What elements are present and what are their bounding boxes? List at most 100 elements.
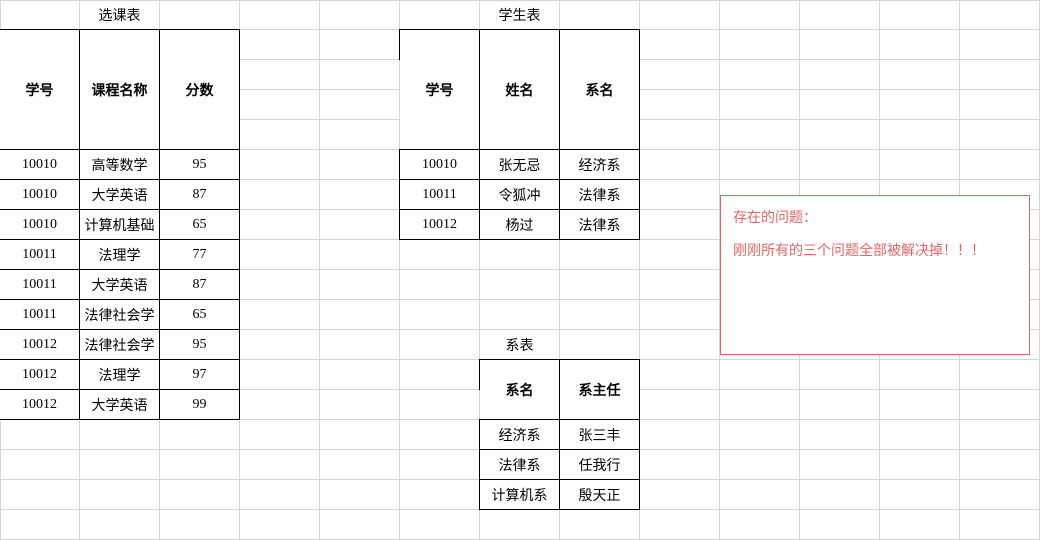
- table-cell[interactable]: 法律系: [559, 209, 640, 240]
- table-title[interactable]: 系表: [480, 330, 560, 360]
- grid-cell[interactable]: [240, 510, 320, 540]
- grid-cell[interactable]: [320, 180, 400, 210]
- table-cell[interactable]: 计算机基础: [79, 209, 160, 240]
- grid-cell[interactable]: [80, 480, 160, 510]
- grid-cell[interactable]: [800, 0, 880, 30]
- grid-cell[interactable]: [880, 360, 960, 390]
- grid-cell[interactable]: [320, 270, 400, 300]
- grid-cell[interactable]: [960, 510, 1040, 540]
- grid-cell[interactable]: [160, 480, 240, 510]
- grid-cell[interactable]: [800, 30, 880, 60]
- grid-cell[interactable]: [960, 150, 1040, 180]
- grid-cell[interactable]: [400, 420, 480, 450]
- grid-cell[interactable]: [960, 60, 1040, 90]
- table-header-cell[interactable]: 系名: [479, 359, 560, 420]
- grid-cell[interactable]: [960, 90, 1040, 120]
- grid-cell[interactable]: [560, 0, 640, 30]
- table-header-cell[interactable]: 分数: [159, 29, 240, 150]
- grid-cell[interactable]: [960, 480, 1040, 510]
- grid-cell[interactable]: [480, 510, 560, 540]
- grid-cell[interactable]: [640, 60, 720, 90]
- grid-cell[interactable]: [880, 90, 960, 120]
- grid-cell[interactable]: [720, 60, 800, 90]
- grid-cell[interactable]: [320, 30, 400, 60]
- grid-cell[interactable]: [880, 60, 960, 90]
- table-cell[interactable]: 97: [159, 359, 240, 390]
- grid-cell[interactable]: [880, 510, 960, 540]
- grid-cell[interactable]: [800, 510, 880, 540]
- grid-cell[interactable]: [880, 30, 960, 60]
- grid-cell[interactable]: [160, 450, 240, 480]
- grid-cell[interactable]: [560, 330, 640, 360]
- grid-cell[interactable]: [800, 150, 880, 180]
- grid-cell[interactable]: [240, 180, 320, 210]
- grid-cell[interactable]: [800, 480, 880, 510]
- grid-cell[interactable]: [800, 120, 880, 150]
- grid-cell[interactable]: [400, 480, 480, 510]
- table-cell[interactable]: 法律系: [479, 449, 560, 480]
- grid-cell[interactable]: [880, 0, 960, 30]
- grid-cell[interactable]: [320, 240, 400, 270]
- grid-cell[interactable]: [400, 390, 480, 420]
- grid-cell[interactable]: [320, 330, 400, 360]
- grid-cell[interactable]: [320, 150, 400, 180]
- grid-cell[interactable]: [880, 120, 960, 150]
- grid-cell[interactable]: [160, 0, 240, 30]
- table-header-cell[interactable]: 系主任: [559, 359, 640, 420]
- grid-cell[interactable]: [720, 0, 800, 30]
- grid-cell[interactable]: [240, 330, 320, 360]
- grid-cell[interactable]: [960, 420, 1040, 450]
- grid-cell[interactable]: [640, 120, 720, 150]
- grid-cell[interactable]: [240, 420, 320, 450]
- table-cell[interactable]: 10010: [0, 149, 80, 180]
- grid-cell[interactable]: [400, 300, 480, 330]
- grid-cell[interactable]: [400, 240, 480, 270]
- table-cell[interactable]: 10012: [0, 389, 80, 420]
- grid-cell[interactable]: [640, 270, 720, 300]
- table-cell[interactable]: 65: [159, 209, 240, 240]
- grid-cell[interactable]: [240, 120, 320, 150]
- grid-cell[interactable]: [640, 210, 720, 240]
- grid-cell[interactable]: [640, 180, 720, 210]
- grid-cell[interactable]: [320, 480, 400, 510]
- grid-cell[interactable]: [320, 390, 400, 420]
- table-cell[interactable]: 计算机系: [479, 479, 560, 510]
- grid-cell[interactable]: [960, 450, 1040, 480]
- grid-cell[interactable]: [960, 0, 1040, 30]
- table-cell[interactable]: 77: [159, 239, 240, 270]
- grid-cell[interactable]: [240, 300, 320, 330]
- table-cell[interactable]: 10011: [399, 179, 480, 210]
- grid-cell[interactable]: [160, 510, 240, 540]
- grid-cell[interactable]: [320, 360, 400, 390]
- grid-cell[interactable]: [640, 90, 720, 120]
- table-cell[interactable]: 大学英语: [79, 179, 160, 210]
- grid-cell[interactable]: [480, 240, 560, 270]
- grid-cell[interactable]: [560, 240, 640, 270]
- table-cell[interactable]: 张三丰: [559, 419, 640, 450]
- grid-cell[interactable]: [240, 240, 320, 270]
- grid-cell[interactable]: [720, 450, 800, 480]
- grid-cell[interactable]: [400, 360, 480, 390]
- grid-cell[interactable]: [800, 450, 880, 480]
- grid-cell[interactable]: [880, 480, 960, 510]
- grid-cell[interactable]: [160, 420, 240, 450]
- table-cell[interactable]: 95: [159, 329, 240, 360]
- table-cell[interactable]: 87: [159, 179, 240, 210]
- table-cell[interactable]: 高等数学: [79, 149, 160, 180]
- grid-cell[interactable]: [640, 480, 720, 510]
- table-cell[interactable]: 法律社会学: [79, 329, 160, 360]
- grid-cell[interactable]: [560, 270, 640, 300]
- grid-cell[interactable]: [0, 0, 80, 30]
- grid-cell[interactable]: [80, 450, 160, 480]
- grid-cell[interactable]: [960, 120, 1040, 150]
- table-cell[interactable]: 10011: [0, 299, 80, 330]
- grid-cell[interactable]: [400, 450, 480, 480]
- grid-cell[interactable]: [240, 390, 320, 420]
- grid-cell[interactable]: [720, 480, 800, 510]
- grid-cell[interactable]: [320, 90, 400, 120]
- grid-cell[interactable]: [400, 510, 480, 540]
- grid-cell[interactable]: [720, 120, 800, 150]
- table-cell[interactable]: 法理学: [79, 239, 160, 270]
- grid-cell[interactable]: [480, 300, 560, 330]
- table-cell[interactable]: 任我行: [559, 449, 640, 480]
